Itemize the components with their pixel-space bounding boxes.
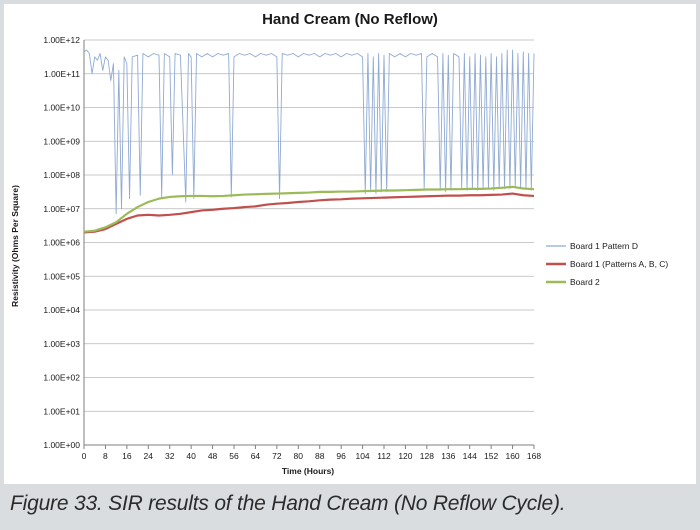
x-tick-label: 152 xyxy=(484,451,498,461)
x-tick-label: 0 xyxy=(82,451,87,461)
chart-title: Hand Cream (No Reflow) xyxy=(262,11,438,28)
legend-entry: Board 1 Pattern D xyxy=(570,241,638,251)
x-tick-label: 112 xyxy=(377,451,391,461)
x-tick-label: 64 xyxy=(251,451,261,461)
series-line xyxy=(83,185,535,233)
y-tick-label: 1.00E+07 xyxy=(43,204,80,214)
x-tick-label: 160 xyxy=(505,451,519,461)
y-tick-label: 1.00E+00 xyxy=(43,440,80,450)
x-tick-label: 16 xyxy=(122,451,132,461)
y-tick-label: 1.00E+09 xyxy=(43,136,80,146)
x-tick-label: 88 xyxy=(315,451,325,461)
y-tick-label: 1.00E+10 xyxy=(43,103,80,113)
x-tick-label: 40 xyxy=(186,451,196,461)
x-tick-label: 104 xyxy=(355,451,369,461)
series-line xyxy=(83,192,535,234)
y-tick-label: 1.00E+04 xyxy=(43,305,80,315)
y-tick-label: 1.00E+01 xyxy=(43,406,80,416)
x-tick-label: 168 xyxy=(527,451,541,461)
x-tick-label: 32 xyxy=(165,451,175,461)
x-tick-label: 120 xyxy=(398,451,412,461)
series-line xyxy=(83,49,535,215)
plot-panel: Hand Cream (No Reflow) 1.00E+00 1.00E+01 1… xyxy=(4,4,696,484)
figure-caption: Figure 33. SIR results of the Hand Cream… xyxy=(10,492,566,515)
y-tick-label: 1.00E+08 xyxy=(43,170,80,180)
y-axis-label: Resistivity (Ohms Per Square) xyxy=(10,185,20,307)
x-tick-label: 72 xyxy=(272,451,282,461)
x-tick-label: 48 xyxy=(208,451,218,461)
series-lines xyxy=(83,49,535,234)
legend-entry: Board 1 (Patterns A, B, C) xyxy=(570,259,668,269)
y-tick-label: 1.00E+11 xyxy=(44,69,80,79)
x-tick-label: 144 xyxy=(463,451,477,461)
x-tick-label: 24 xyxy=(144,451,154,461)
grid-lines xyxy=(84,39,534,446)
x-tick-label: 8 xyxy=(103,451,108,461)
y-tick-label: 1.00E+05 xyxy=(43,271,80,281)
x-tick-label: 136 xyxy=(441,451,455,461)
y-tick-label: 1.00E+02 xyxy=(43,373,80,383)
x-tick-label: 80 xyxy=(294,451,304,461)
x-axis-label: Time (Hours) xyxy=(282,466,334,476)
x-tick-label: 96 xyxy=(336,451,346,461)
legend: Board 1 Pattern D Board 1 (Patterns A, B,… xyxy=(546,241,668,287)
axes: 1.00E+00 1.00E+01 1.00E+02 1.00E+03 1.00E+04… xyxy=(43,35,541,461)
chart: Hand Cream (No Reflow) 1.00E+001.00E+011… xyxy=(10,11,668,476)
x-tick-label: 128 xyxy=(420,451,434,461)
legend-entry: Board 2 xyxy=(570,277,600,287)
y-tick-label: 1.00E+03 xyxy=(43,339,80,349)
y-tick-label: 1.00E+06 xyxy=(43,238,80,248)
x-tick-label: 56 xyxy=(229,451,239,461)
y-tick-label: 1.00E+12 xyxy=(43,35,80,45)
